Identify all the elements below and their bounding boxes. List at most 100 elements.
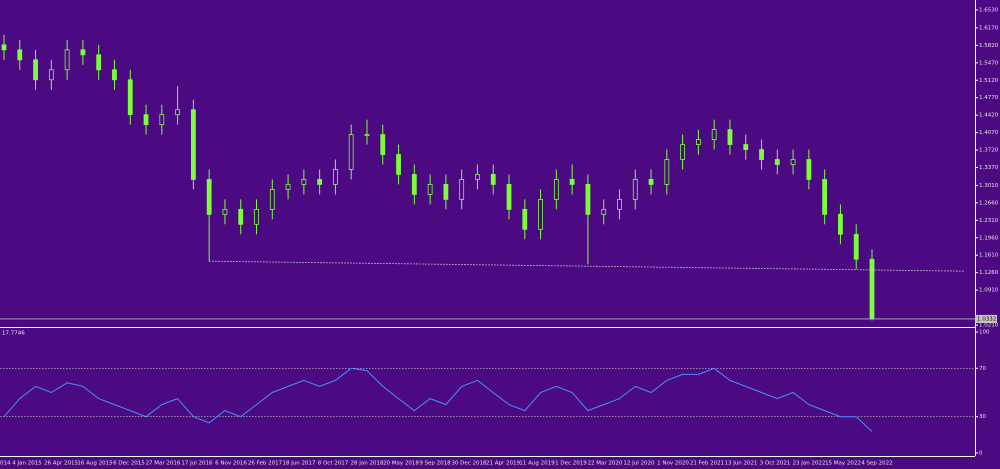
candle-body [269, 189, 275, 210]
candle-body [348, 134, 354, 170]
candle-body [806, 159, 812, 180]
candle-body [632, 179, 638, 200]
y-tick-label: 1.1610 [979, 253, 999, 259]
candle-body [317, 179, 323, 185]
candle-body [1, 44, 7, 51]
candle-body [33, 59, 38, 81]
candle-body [64, 49, 70, 71]
indicator-value: 17.7746 [2, 331, 25, 337]
candle-body [790, 159, 796, 165]
candle-body [459, 179, 465, 200]
x-tick-label: 6 Nov 2016 [215, 461, 247, 467]
x-tick-label: 12 Jul 2020 [623, 461, 655, 467]
candle-body [664, 159, 670, 185]
indicator-y-tick-label: 30 [979, 414, 986, 420]
x-tick-label: 20 May 2018 [383, 461, 419, 467]
candle-body [601, 208, 607, 215]
y-tick-label: 1.0210 [979, 323, 999, 329]
candle-body [617, 198, 622, 210]
y-tick-label: 1.4420 [979, 113, 999, 119]
x-tick-label: 9 Sep 2018 [419, 461, 451, 467]
candle-body [206, 179, 212, 215]
x-tick-label: 1 Nov 2020 [657, 461, 689, 467]
y-tick-label: 1.2660 [979, 200, 999, 206]
x-tick-label: 8 Oct 2017 [318, 461, 349, 467]
candle-body [411, 174, 417, 195]
x-tick-label: 4 Jan 2015 [12, 461, 42, 467]
candle-body [190, 109, 196, 180]
y-tick-label: 1.2310 [979, 218, 999, 224]
candle-body [506, 184, 512, 210]
candle-body [822, 179, 828, 215]
x-tick-label: 16 Aug 2015 [77, 461, 113, 467]
indicator-y-tick-label: 70 [979, 366, 986, 372]
y-tick-label: 1.0910 [979, 288, 999, 294]
candle-body [396, 154, 401, 175]
candle-body [380, 134, 386, 155]
y-tick-label: 1.1960 [979, 235, 999, 241]
x-tick-label: 26 Apr 2015 [44, 461, 79, 467]
candle-body [727, 129, 733, 145]
candle-body [838, 213, 843, 235]
candle-body [680, 144, 686, 160]
x-tick-label: 13 Jun 2021 [724, 461, 757, 467]
candle-body [143, 114, 149, 126]
x-tick-label: 21 Feb 2021 [690, 461, 724, 467]
y-tick-label: 1.4070 [979, 130, 999, 136]
candle-body [285, 184, 291, 190]
x-tick-label: 3 Oct 2021 [760, 461, 791, 467]
candle-body [254, 208, 259, 225]
x-tick-label: 21 Apr 2019 [486, 461, 521, 467]
candle-body [17, 49, 23, 61]
x-tick-label: 014 [0, 461, 11, 467]
x-tick-label: 23 Jan 2022 [793, 461, 826, 467]
candle-body [159, 114, 165, 126]
candle-body [127, 79, 133, 116]
x-tick-label: 18 Jun 2017 [282, 461, 316, 467]
y-tick-label: 1.1260 [979, 270, 999, 276]
x-tick-label: 1 Dec 2019 [555, 461, 587, 467]
candle-body [648, 179, 654, 185]
indicator-y-tick-label: 100 [979, 330, 990, 336]
y-tick-label: 1.3720 [979, 148, 999, 154]
candle-body [553, 179, 559, 200]
candle-body [443, 184, 449, 200]
y-tick-label: 1.4770 [979, 95, 999, 101]
candle-body [364, 134, 370, 136]
candle-body [96, 54, 102, 71]
candle-body [522, 208, 528, 230]
y-tick-label: 1.3370 [979, 165, 999, 171]
x-tick-label: 28 Jan 2018 [351, 461, 384, 467]
indicator-line [3, 367, 873, 432]
candle-body [774, 159, 780, 165]
x-tick-label: 6 Dec 2015 [113, 461, 145, 467]
candle-body [475, 174, 480, 180]
current-price-label: 1.0332 [977, 316, 996, 322]
candle-body [238, 208, 244, 225]
x-tick-label: 22 Mar 2020 [588, 461, 623, 467]
indicator-y-tick-label: 0 [979, 451, 983, 457]
x-tick-label: 30 Dec 2018 [451, 461, 487, 467]
x-tick-label: 17 Jul 2016 [181, 461, 213, 467]
candle-body [585, 184, 591, 215]
x-tick-label: 27 Mar 2016 [146, 461, 181, 467]
x-tick-label: 4 Sep 2022 [861, 461, 892, 467]
candle-body [301, 179, 307, 185]
x-tick-label: 15 May 2022 [825, 461, 861, 467]
candle-body [222, 208, 228, 215]
candle-body [112, 69, 117, 81]
current-price-box [975, 314, 997, 323]
candle-body [743, 144, 749, 150]
candle-body [711, 129, 717, 140]
candle-body [869, 258, 875, 320]
y-tick-label: 1.5820 [979, 43, 999, 49]
candle-body [48, 69, 54, 81]
candle-body [853, 233, 859, 260]
y-tick-label: 1.5470 [979, 60, 999, 66]
y-tick-label: 1.6530 [979, 7, 999, 13]
candle-body [490, 174, 496, 185]
candle-body [696, 139, 701, 145]
candle-body [759, 149, 764, 160]
